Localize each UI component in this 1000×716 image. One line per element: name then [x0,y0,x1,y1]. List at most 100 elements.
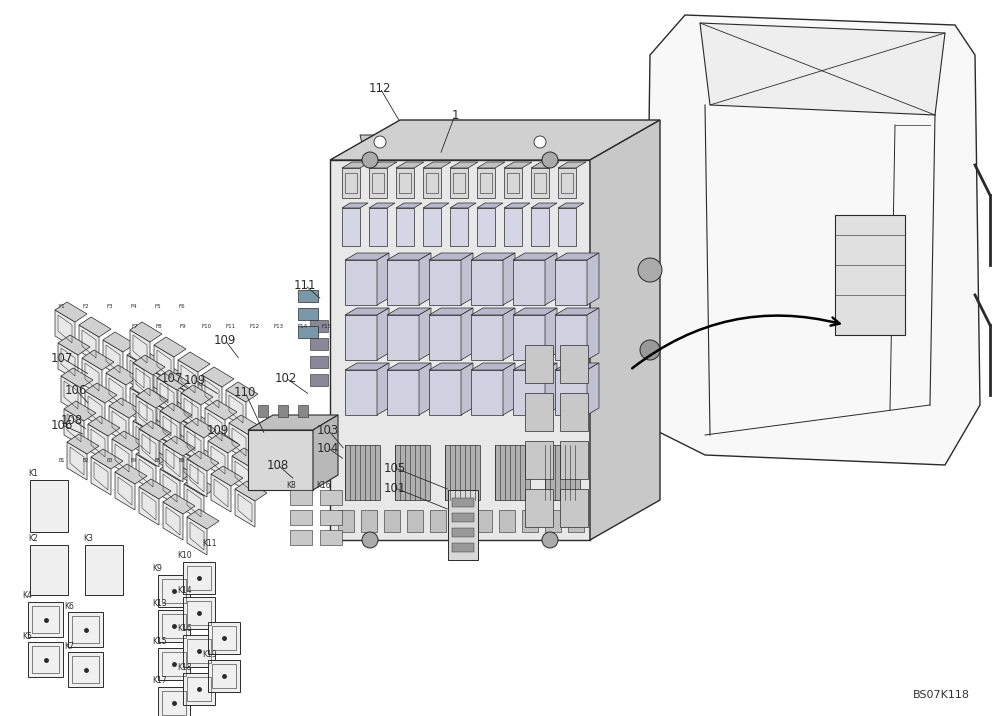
Polygon shape [477,162,505,168]
Polygon shape [504,162,532,168]
Text: K19: K19 [202,650,217,659]
Text: 109: 109 [214,334,236,347]
Polygon shape [112,431,144,451]
Polygon shape [513,308,557,315]
Polygon shape [184,426,204,464]
Polygon shape [181,385,213,405]
Polygon shape [558,203,584,208]
Polygon shape [226,382,258,402]
Bar [310,356,328,368]
Text: K6: K6 [64,602,74,611]
Bar [187,601,211,625]
Bar [835,215,905,335]
Text: 108: 108 [267,458,289,472]
Bar [28,642,63,677]
Polygon shape [178,352,210,372]
Text: B6: B6 [179,458,185,463]
Polygon shape [154,395,186,415]
Polygon shape [184,484,204,522]
Bar [345,445,380,500]
Polygon shape [360,135,400,155]
FancyArrowPatch shape [632,316,840,368]
Polygon shape [55,302,87,322]
Polygon shape [477,168,495,198]
Polygon shape [226,390,246,428]
Polygon shape [345,315,377,360]
Bar [30,480,68,532]
Polygon shape [520,135,560,155]
Polygon shape [115,472,135,510]
Text: K2: K2 [28,534,38,543]
Polygon shape [429,308,473,315]
Polygon shape [377,253,389,305]
Text: 103: 103 [317,423,339,437]
Bar [68,652,103,687]
Polygon shape [184,476,216,496]
Polygon shape [163,436,195,456]
Bar [310,374,328,386]
Bar [187,566,211,590]
Bar [476,510,492,532]
Polygon shape [139,429,159,467]
Text: 109: 109 [184,374,206,387]
Polygon shape [205,408,225,446]
Text: F10: F10 [202,324,212,329]
Polygon shape [423,203,449,208]
Polygon shape [471,253,515,260]
Circle shape [534,136,546,148]
Bar [183,635,215,667]
Polygon shape [387,260,419,305]
Polygon shape [187,459,207,497]
Polygon shape [157,436,177,474]
Text: 106: 106 [51,418,73,432]
Polygon shape [160,403,192,423]
Bar [162,579,186,603]
Bar [407,510,423,532]
Polygon shape [211,466,243,486]
Polygon shape [429,253,473,260]
Polygon shape [154,337,186,357]
Text: K14: K14 [177,586,192,595]
Polygon shape [345,308,389,315]
Polygon shape [157,370,189,390]
Bar [278,405,288,417]
Polygon shape [555,315,587,360]
Polygon shape [248,430,313,490]
Circle shape [640,340,660,360]
Polygon shape [387,370,419,415]
Polygon shape [477,203,503,208]
Polygon shape [85,383,117,403]
Polygon shape [429,260,461,305]
Text: F8: F8 [156,324,162,329]
Text: 102: 102 [275,372,297,384]
Polygon shape [450,208,468,246]
Polygon shape [103,340,123,378]
Bar [183,597,215,629]
Polygon shape [313,415,338,490]
Polygon shape [513,363,557,370]
Polygon shape [396,208,414,246]
Polygon shape [139,421,171,441]
Text: F2: F2 [83,304,89,309]
Polygon shape [471,363,515,370]
Polygon shape [461,253,473,305]
Bar [290,510,312,525]
Circle shape [362,532,378,548]
Bar [162,614,186,638]
Bar [28,602,63,637]
Text: 110: 110 [234,385,256,399]
Bar [32,646,59,673]
Bar [158,687,190,716]
Bar [310,320,328,332]
Text: 101: 101 [384,481,406,495]
Polygon shape [513,260,545,305]
Polygon shape [587,363,599,415]
Bar [208,622,240,654]
Polygon shape [387,363,431,370]
Polygon shape [448,490,478,560]
Polygon shape [525,345,553,383]
Text: B3: B3 [107,458,113,463]
Bar [212,626,236,650]
Polygon shape [558,208,576,246]
Polygon shape [504,203,530,208]
